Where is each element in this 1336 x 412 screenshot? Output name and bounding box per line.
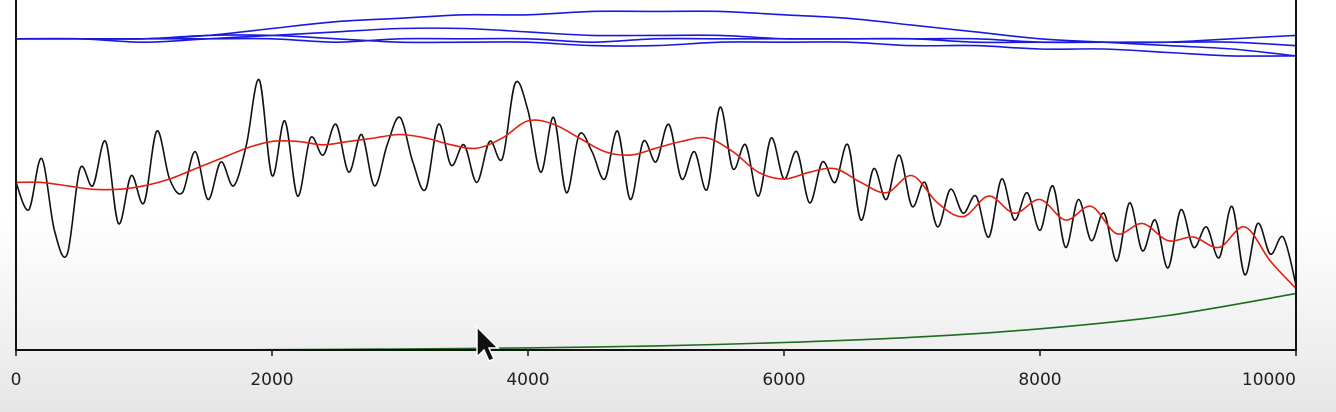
series-line-6 [15, 119, 1297, 289]
x-tick-label: 10000 [1242, 370, 1296, 390]
series-line-5 [15, 78, 1297, 286]
series-line-4 [15, 34, 1297, 57]
x-tick-label: 6000 [762, 370, 805, 390]
x-ticks: 0 2000 4000 6000 8000 10000 [11, 350, 1297, 390]
x-tick-label: 8000 [1018, 370, 1061, 390]
x-tick-label: 4000 [506, 370, 549, 390]
series-line-3 [15, 34, 1297, 44]
x-tick-label: 0 [11, 370, 22, 390]
x-tick-label: 2000 [250, 370, 293, 390]
series-layer [15, 10, 1297, 351]
mouse-cursor-icon [476, 325, 500, 362]
series-line-7 [15, 292, 1297, 351]
series-line-1 [15, 10, 1297, 57]
